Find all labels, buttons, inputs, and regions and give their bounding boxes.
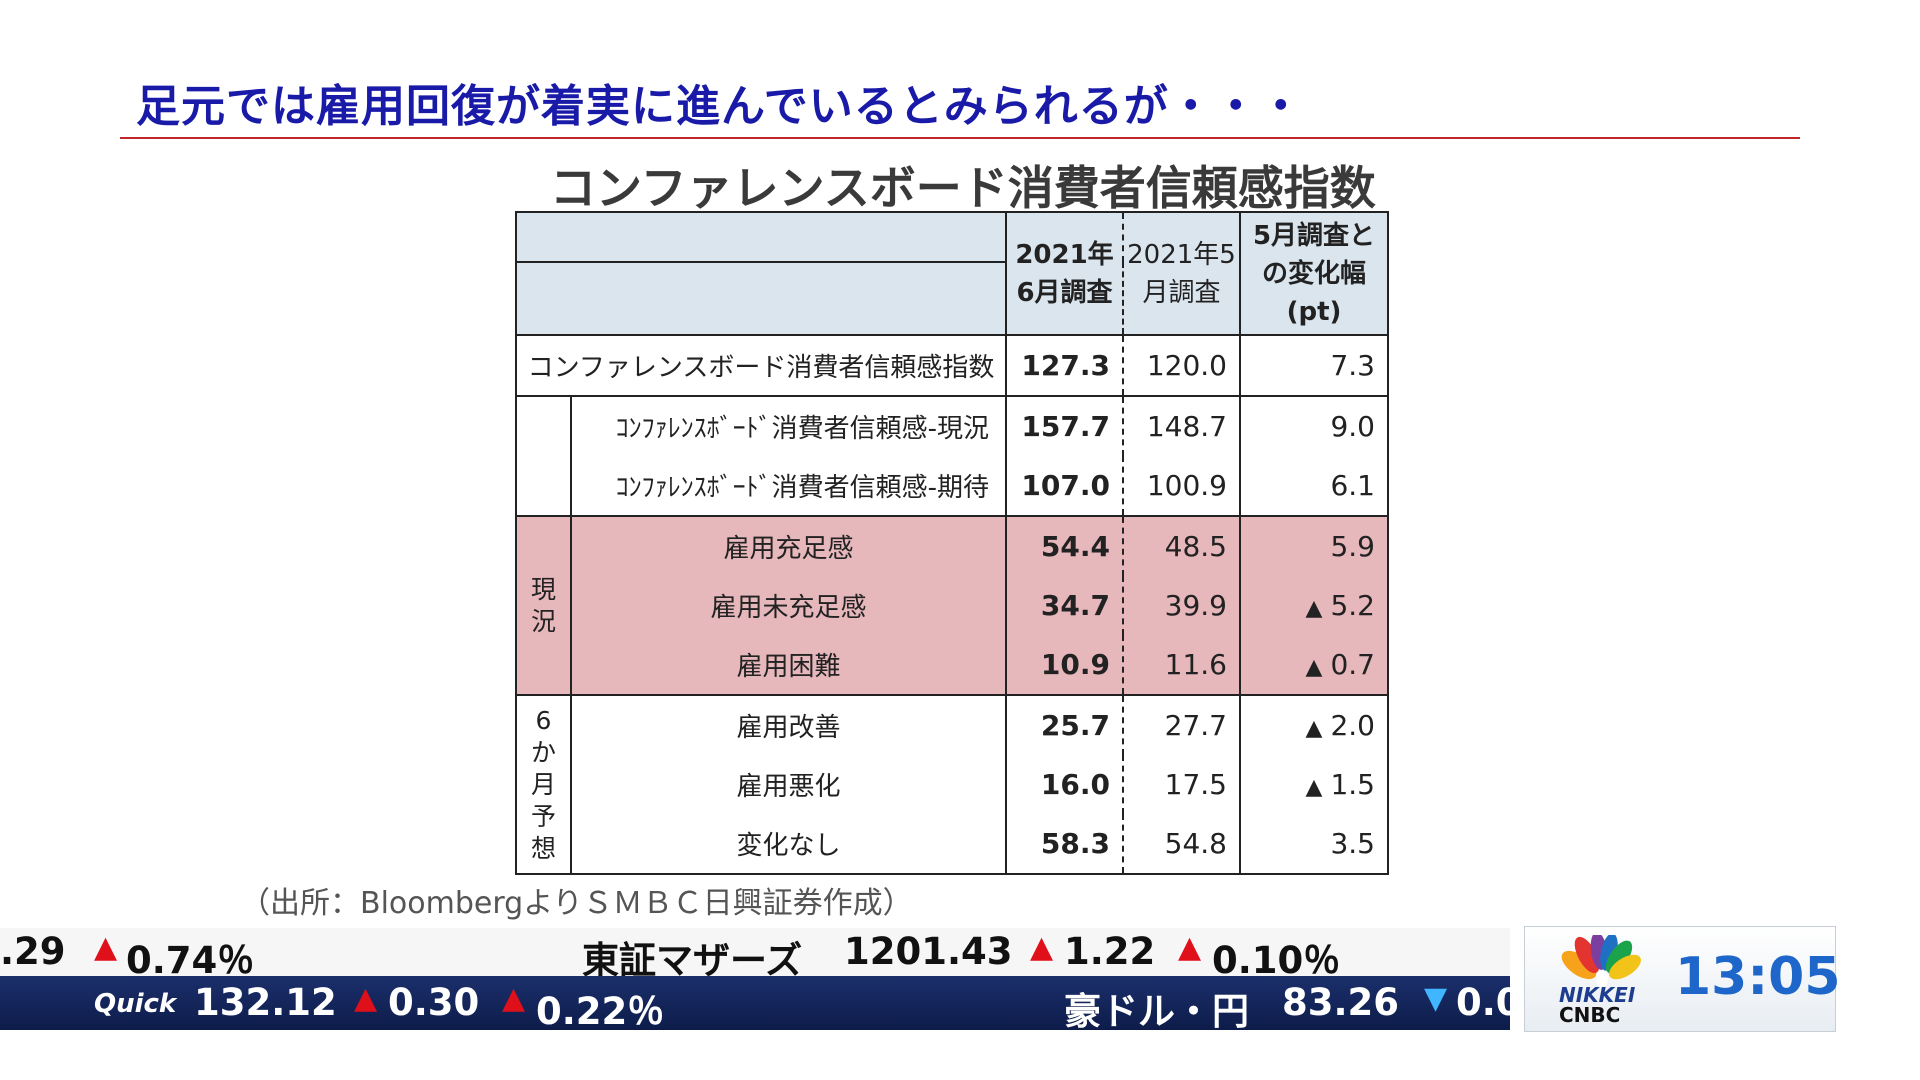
table-row-highlight: 雇用困難 10.9 11.6 ▲ 0.7 [516, 635, 1388, 695]
row-label: 雇用充足感 [571, 515, 1006, 576]
june-value: 127.3 [1005, 335, 1123, 396]
peacock-logo-icon [1561, 935, 1641, 987]
row-label: 変化なし [736, 831, 841, 861]
group-blank [516, 395, 572, 516]
channel-logo-clock: NIKKEI CNBC 13:05 [1524, 926, 1841, 1032]
negative-triangle-icon: ▲ [1305, 655, 1323, 680]
row-label: 雇用改善 [571, 694, 1006, 755]
may-value: 11.6 [1122, 635, 1240, 695]
may-value: 120.0 [1122, 335, 1240, 396]
may-value: 48.5 [1122, 515, 1240, 576]
table-row-highlight: 現況 雇用充足感 54.4 48.5 5.9 [516, 515, 1388, 695]
up-triangle-icon: ▲ [354, 981, 378, 1016]
headline-divider [120, 137, 1800, 139]
may-value: 39.9 [1122, 576, 1240, 635]
col-header-may: 2021年5月調査 [1122, 212, 1240, 336]
header-row-1: 2021年6月調査 2021年5月調査 5月調査との変化幅(pt) [516, 212, 1388, 336]
change-value: 3.5 [1239, 814, 1388, 874]
ticker-index-change: 1.22 [1064, 930, 1156, 973]
table-row: 変化なし 58.3 54.8 3.5 [516, 814, 1388, 874]
up-triangle-icon: ▲ [502, 981, 526, 1016]
change-value: 6.1 [1239, 456, 1388, 516]
header-row-2 [516, 262, 1388, 336]
row-label: ｺﾝﾌｧﾚﾝｽﾎﾞｰﾄﾞ消費者信頼感-現況 [571, 395, 1006, 456]
june-value: 10.9 [1005, 635, 1123, 695]
june-value: 107.0 [1005, 456, 1123, 516]
table-title: コンファレンスボード消費者信頼感指数 [550, 161, 1376, 215]
up-triangle-icon: ▲ [94, 930, 118, 965]
ticker-quick-value: 132.12 [194, 981, 337, 1024]
ticker-index-value: 1201.43 [844, 930, 1013, 973]
up-triangle-icon: ▲ [1030, 930, 1054, 965]
table-row: 雇用悪化 16.0 17.5 ▲ 1.5 [516, 755, 1388, 814]
row-label: コンファレンスボード消費者信頼感指数 [527, 353, 995, 383]
change-value: 5.9 [1239, 515, 1388, 576]
june-value: 25.7 [1005, 694, 1123, 755]
may-value: 100.9 [1122, 456, 1240, 516]
down-triangle-icon: ▼ [1424, 981, 1448, 1016]
ticker-fx-name: 豪ドル・円 [1064, 990, 1249, 1033]
june-value: 34.7 [1005, 576, 1123, 635]
negative-triangle-icon: ▲ [1305, 775, 1323, 800]
change-value: 9.0 [1239, 395, 1388, 456]
negative-triangle-icon: ▲ [1305, 596, 1323, 621]
row-label: 雇用悪化 [736, 772, 841, 802]
table-row: コンファレンスボード消費者信頼感指数 127.3 120.0 7.3 [516, 335, 1388, 396]
row-label: ｺﾝﾌｧﾚﾝｽﾎﾞｰﾄﾞ消費者信頼感-期待 [615, 473, 989, 503]
ticker-quick-pct: 0.22％ [536, 990, 665, 1033]
june-value: 16.0 [1005, 755, 1123, 814]
col-header-change: 5月調査との変化幅(pt) [1239, 212, 1388, 336]
ticker-fx-value: 83.26 [1282, 981, 1400, 1024]
ticker-lead-value: .29 [0, 930, 66, 973]
logo-text-cnbc: CNBC [1559, 1003, 1621, 1027]
may-value: 17.5 [1122, 755, 1240, 814]
group-label-present: 現況 [516, 515, 572, 695]
row-label: 雇用困難 [571, 635, 1006, 695]
table-row: ｺﾝﾌｧﾚﾝｽﾎﾞｰﾄﾞ消費者信頼感-期待 107.0 100.9 6.1 [516, 456, 1388, 516]
may-value: 27.7 [1122, 694, 1240, 755]
change-value: ▲ 0.7 [1239, 635, 1388, 695]
broadcast-clock: 13:05 [1675, 947, 1841, 1007]
source-note: （出所：BloombergよりＳＭＢＣ日興証券作成） [240, 886, 913, 921]
table-row-highlight: 雇用未充足感 34.7 39.9 ▲ 5.2 [516, 576, 1388, 635]
ticker-index-pct: 0.10％ [1212, 939, 1341, 982]
table-row: 6か月予想 雇用改善 25.7 27.7 ▲ 2.0 [516, 694, 1388, 874]
ticker-lead-pct: 0.74％ [126, 939, 255, 982]
table-row: ｺﾝﾌｧﾚﾝｽﾎﾞｰﾄﾞ消費者信頼感-現況 157.7 148.7 9.0 [516, 395, 1388, 516]
change-value: ▲ 1.5 [1239, 755, 1388, 814]
header-blank-top [516, 212, 1006, 263]
june-value: 157.7 [1005, 395, 1123, 456]
ticker-upper: .29 ▲ 0.74％ 東証マザーズ 1201.43 ▲ 1.22 ▲ 0.10… [0, 928, 1510, 982]
change-value: ▲ 2.0 [1239, 694, 1388, 755]
group-label-outlook: 6か月予想 [516, 694, 572, 874]
quick-logo: Quick [94, 989, 177, 1019]
change-value: 7.3 [1239, 335, 1388, 396]
col-header-june: 2021年6月調査 [1005, 212, 1123, 336]
headline: 足元では雇用回復が着実に進んでいるとみられるが・・・ [136, 81, 1304, 132]
ticker-index-name: 東証マザーズ [582, 939, 803, 982]
logo-text-nikkei: NIKKEI [1559, 983, 1636, 1007]
ticker-quick-change: 0.30 [388, 981, 480, 1024]
june-value: 58.3 [1005, 814, 1123, 874]
row-label: 雇用未充足感 [571, 576, 1006, 635]
confidence-table: 2021年6月調査 2021年5月調査 5月調査との変化幅(pt) コンファレン… [515, 211, 1389, 875]
up-triangle-icon: ▲ [1178, 930, 1202, 965]
may-value: 148.7 [1122, 395, 1240, 456]
negative-triangle-icon: ▲ [1305, 716, 1323, 741]
change-value: ▲ 5.2 [1239, 576, 1388, 635]
june-value: 54.4 [1005, 515, 1123, 576]
header-blank-bottom [516, 262, 1006, 336]
ticker-fx-change: 0.0 [1456, 981, 1522, 1024]
may-value: 54.8 [1122, 814, 1240, 874]
ticker-lower: Quick 132.12 ▲ 0.30 ▲ 0.22％ 豪ドル・円 83.26 … [0, 976, 1522, 1033]
